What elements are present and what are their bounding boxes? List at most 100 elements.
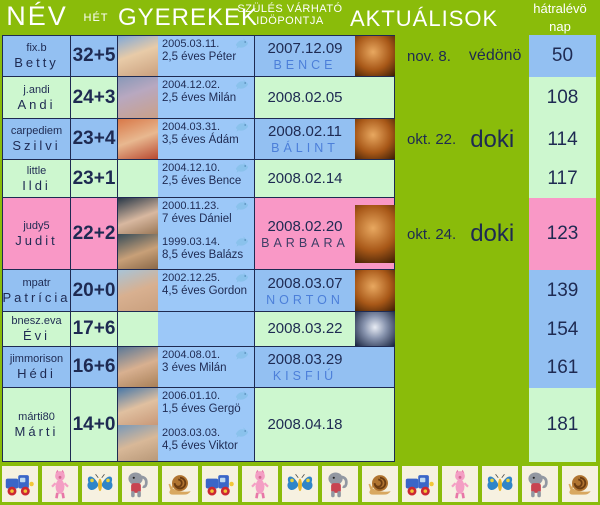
appointment-cell: nov. 8. védönö <box>395 35 529 77</box>
child-entry: 2002.12.25. 4,5 éves Gordon <box>118 270 254 311</box>
appointment-date: okt. 24. <box>407 225 457 243</box>
child-info: 1999.03.14. 8,5 éves Balázs <box>158 234 254 270</box>
toy-icon-strip <box>2 466 598 502</box>
due-date-text: 2008.02.20 BARBARA <box>255 198 355 269</box>
dolphin-icon <box>235 426 250 438</box>
member-username[interactable]: carpediem <box>10 125 63 137</box>
due-date: 2007.12.09 <box>267 40 343 57</box>
pregnancy-week: 14+0 <box>71 388 118 462</box>
pregnancy-week: 17+6 <box>71 312 118 347</box>
child-photo <box>118 160 158 197</box>
table-row: bnesz.eva Évi 17+6 2008.03.22 154 <box>2 312 598 347</box>
children-cell: 2006.01.10. 1,5 éves Gergö 2003.03.03. 4… <box>118 388 255 462</box>
days-remaining: 108 <box>529 77 596 119</box>
child-info: 2004.03.31. 3,5 éves Ádám <box>158 119 254 159</box>
child-photo <box>118 347 158 387</box>
member-display-name: Judit <box>15 232 58 248</box>
due-date-cell: 2008.04.18 <box>255 388 395 462</box>
due-date: 2008.03.22 <box>267 320 343 337</box>
toy-tile <box>402 466 438 502</box>
child-age-name: 2,5 éves Bence <box>162 175 242 187</box>
child-birthdate: 2003.03.03. <box>162 426 221 439</box>
child-photo <box>118 77 158 118</box>
due-date-cell: 2008.02.05 <box>255 77 395 119</box>
ultrasound-photo <box>355 347 395 387</box>
table-row: carpediem Szilvi 23+4 2004.03.31. 3,5 év… <box>2 119 598 160</box>
baby-name: BÁLINT <box>271 141 339 155</box>
child-birthdate: 1999.03.14. <box>162 235 221 248</box>
child-birthdate: 2004.08.01. <box>162 349 221 361</box>
header-remaining: hátralévö <box>533 1 587 16</box>
pregnancy-week: 24+3 <box>71 77 118 119</box>
dolphin-icon <box>235 121 250 132</box>
member-username[interactable]: fix.b <box>26 42 47 54</box>
due-date: 2008.04.18 <box>267 415 343 433</box>
toy-tile <box>442 466 478 502</box>
children-cell: 2004.12.02. 2,5 éves Milán <box>118 77 255 119</box>
child-birthdate: 2000.11.23. <box>162 200 220 212</box>
member-username[interactable]: j.andi <box>23 83 50 96</box>
appointment-date: nov. 8. <box>407 47 451 65</box>
snail-icon <box>164 468 196 500</box>
pregnancy-week: 23+1 <box>71 160 118 198</box>
member-cell: judy5 Judit <box>2 198 71 270</box>
member-username[interactable]: bnesz.eva <box>11 315 62 327</box>
child-birthdate: 2002.12.25. <box>162 272 221 284</box>
member-cell: little Ildi <box>2 160 71 198</box>
table-row: little Ildi 23+1 2004.12.10. 2,5 éves Be… <box>2 160 598 198</box>
child-age-name: 4,5 éves Viktor <box>162 439 238 452</box>
member-username[interactable]: jimmorison <box>9 353 64 365</box>
header-due-line1: SZÜLÉS VÁRHATÓ <box>237 3 343 15</box>
due-date-cell: 2007.12.09 BENCE <box>255 35 395 77</box>
member-username[interactable]: judy5 <box>23 219 50 232</box>
pregnancy-week: 22+2 <box>71 198 118 270</box>
table-header: NÉV HÉT GYEREKEK SZÜLÉS VÁRHATÓ IDÖPONTJ… <box>0 0 600 35</box>
due-date: 2008.03.29 <box>267 351 343 368</box>
piglet-icon <box>444 468 476 500</box>
header-week: HÉT <box>83 12 109 24</box>
baby-name: BENCE <box>273 58 337 72</box>
ultrasound-photo <box>355 270 395 311</box>
header-due-line2: IDÖPONTJA <box>256 14 324 27</box>
appointment-cell <box>395 388 529 462</box>
child-entry: 2004.03.31. 3,5 éves Ádám <box>118 119 254 159</box>
ultrasound-photo <box>355 396 395 454</box>
ultrasound-photo <box>355 312 395 346</box>
member-cell: jimmorison Hédi <box>2 347 71 388</box>
toy-tile <box>122 466 158 502</box>
child-info: 2004.08.01. 3 éves Milán <box>158 347 254 387</box>
toy-tile <box>562 466 598 502</box>
ultrasound-photo <box>355 77 395 118</box>
child-age-name: 2,5 éves Milán <box>162 92 237 104</box>
children-cell: 2004.12.10. 2,5 éves Bence <box>118 160 255 198</box>
days-remaining: 114 <box>529 119 596 160</box>
ultrasound-photo <box>355 119 395 159</box>
header-due-date: SZÜLÉS VÁRHATÓ IDÖPONTJA <box>230 3 350 27</box>
days-remaining: 50 <box>529 35 596 77</box>
member-cell: márti80 Márti <box>2 388 71 462</box>
due-date-text: 2008.03.22 <box>255 312 355 346</box>
due-date: 2008.02.20 <box>267 217 343 235</box>
member-username[interactable]: little <box>26 164 47 177</box>
dolphin-icon <box>235 200 250 211</box>
header-name: NÉV <box>6 1 68 31</box>
child-entry: 2004.12.10. 2,5 éves Bence <box>118 160 254 197</box>
member-username[interactable]: mpatr <box>22 276 51 289</box>
due-date-cell: 2008.03.29 KISFIÚ <box>255 347 395 388</box>
member-username[interactable]: márti80 <box>18 410 55 423</box>
header-children: GYEREKEK <box>117 4 259 31</box>
member-cell: mpatr Patrícia <box>2 270 71 312</box>
child-entry: 2000.11.23. 7 éves Dániel <box>118 198 254 234</box>
member-cell: fix.b Betty <box>2 35 71 77</box>
due-date-text: 2008.03.29 KISFIÚ <box>255 347 355 387</box>
toy-tile <box>162 466 198 502</box>
truck-icon <box>204 468 236 500</box>
child-photo <box>118 424 158 461</box>
due-date-cell: 2008.03.22 <box>255 312 395 347</box>
piglet-icon <box>44 468 76 500</box>
appointment-cell: okt. 24. doki <box>395 198 529 270</box>
child-info: 2006.01.10. 1,5 éves Gergö <box>158 388 254 425</box>
due-date-text: 2008.02.05 <box>255 77 355 118</box>
pregnancy-week: 16+6 <box>71 347 118 388</box>
child-photo <box>118 36 158 76</box>
